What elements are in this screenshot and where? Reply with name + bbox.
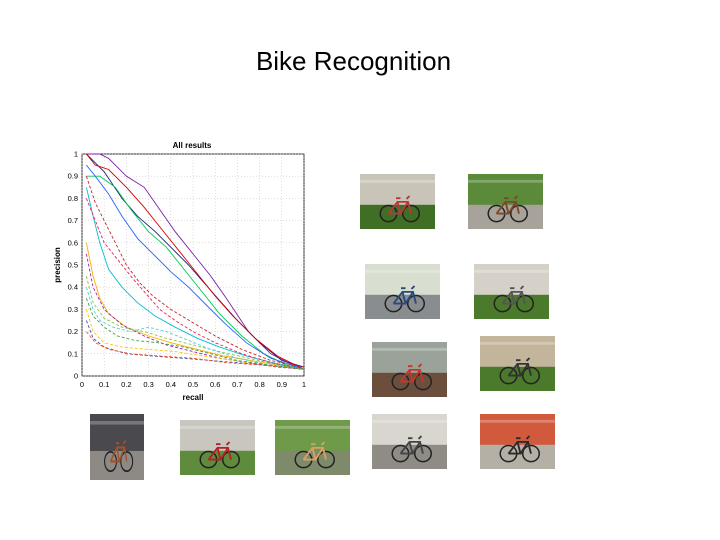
bike-photo-8 — [180, 420, 255, 475]
pr-chart: 0 0.1 0.2 0.3 0.4 0.5 0.6 0.7 0.8 0.9 1 0 0.1 0.2 0.3 0… — [53, 141, 306, 402]
bike-photo-9 — [275, 420, 350, 475]
x-tick-label: 0.8 — [254, 380, 264, 389]
series-line-16 — [85, 298, 305, 370]
x-tick-label: 0.9 — [277, 380, 287, 389]
x-tick-label: 0 — [80, 380, 84, 389]
y-tick-label: 0.5 — [68, 261, 78, 270]
series-line-12 — [85, 287, 305, 370]
y-tick-label: 0.3 — [68, 305, 78, 314]
bike-photo-5 — [372, 342, 447, 397]
y-tick-label: 0.8 — [68, 194, 78, 203]
bike-scene-icon — [180, 420, 255, 475]
series-line-3 — [86, 153, 305, 370]
y-tick-label: 0.4 — [68, 283, 78, 292]
chart-title: All results — [173, 141, 212, 150]
series-line-5 — [86, 164, 305, 370]
x-tick-label: 0.7 — [232, 380, 242, 389]
bike-photo-6 — [480, 336, 555, 391]
bike-photo-4 — [474, 264, 549, 319]
bike-scene-icon — [90, 414, 144, 480]
x-tick-label: 1 — [302, 380, 306, 389]
x-tick-label: 0.3 — [143, 380, 153, 389]
series-line-13 — [85, 309, 305, 370]
series-line-14 — [85, 320, 305, 370]
series-line-1 — [86, 153, 305, 368]
bike-scene-icon — [372, 342, 447, 397]
bike-photo-2 — [468, 174, 543, 229]
y-tick-label: 0.9 — [68, 172, 78, 181]
bike-scene-icon — [275, 420, 350, 475]
series-line-7 — [85, 242, 305, 370]
series-line-6 — [85, 187, 305, 370]
x-tick-label: 0.4 — [166, 380, 176, 389]
x-tick-label: 0.1 — [99, 380, 109, 389]
bike-photo-3 — [365, 264, 440, 319]
bike-photo-7 — [90, 414, 144, 480]
y-tick-label: 0.6 — [68, 238, 78, 247]
bike-scene-icon — [372, 414, 447, 469]
series-line-10 — [85, 253, 305, 370]
series-line-8 — [85, 198, 305, 370]
bike-scene-icon — [365, 264, 440, 319]
y-tick-label: 1 — [74, 150, 78, 159]
slide-title: Bike Recognition — [255, 46, 452, 76]
x-tick-label: 0.5 — [188, 380, 198, 389]
y-tick-label: 0 — [74, 372, 78, 381]
bike-photo-10 — [372, 414, 447, 469]
bike-scene-icon — [468, 174, 543, 229]
series-line-15 — [86, 331, 305, 370]
x-tick-label: 0.2 — [121, 380, 131, 389]
bike-photo-11 — [480, 414, 555, 469]
y-tick-label: 0.2 — [68, 327, 78, 336]
bike-scene-icon — [474, 264, 549, 319]
bike-scene-icon — [480, 414, 555, 469]
bike-scene-icon — [480, 336, 555, 391]
series-line-11 — [85, 275, 305, 370]
x-tick-label: 0.6 — [210, 380, 220, 389]
y-tick-label: 0.7 — [68, 216, 78, 225]
x-axis-label: recall — [183, 393, 204, 402]
bike-photo-1 — [360, 174, 435, 229]
bike-scene-icon — [360, 174, 435, 229]
y-axis-label: precision — [53, 247, 62, 283]
y-tick-label: 0.1 — [68, 349, 78, 358]
series-line-9 — [85, 176, 305, 368]
